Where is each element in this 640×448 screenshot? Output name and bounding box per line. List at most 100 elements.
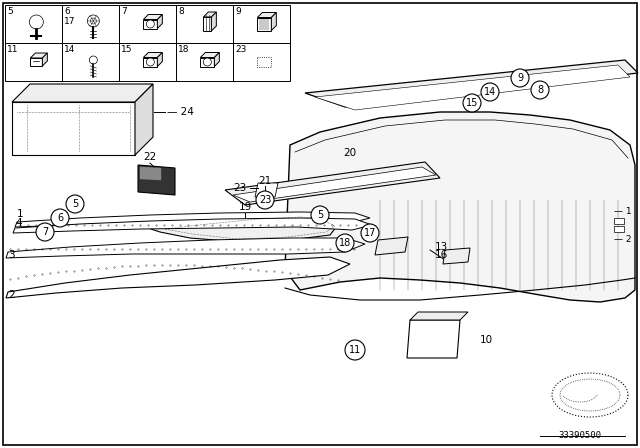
Text: 10: 10: [480, 335, 493, 345]
Text: 21: 21: [259, 176, 271, 186]
Polygon shape: [204, 17, 211, 31]
Text: 11: 11: [349, 345, 361, 355]
Circle shape: [511, 69, 529, 87]
Polygon shape: [30, 53, 47, 58]
Text: 19: 19: [238, 202, 252, 212]
Polygon shape: [233, 167, 436, 202]
Text: — 24: — 24: [167, 107, 194, 117]
Circle shape: [204, 58, 211, 66]
Bar: [62, 43, 119, 81]
Polygon shape: [6, 257, 350, 298]
Circle shape: [531, 81, 549, 99]
Text: 8: 8: [178, 7, 184, 16]
Bar: [614, 226, 624, 232]
Polygon shape: [148, 213, 340, 242]
Text: 14: 14: [64, 45, 76, 54]
Circle shape: [345, 340, 365, 360]
Polygon shape: [225, 162, 440, 205]
Text: 6: 6: [57, 213, 63, 223]
Bar: [233, 5, 290, 43]
Bar: [176, 43, 233, 81]
Text: 18: 18: [339, 238, 351, 248]
Circle shape: [51, 209, 69, 227]
Polygon shape: [143, 57, 157, 66]
Text: — 1: — 1: [614, 207, 632, 216]
Text: 22: 22: [143, 152, 157, 162]
Text: 8: 8: [537, 85, 543, 95]
Text: 9: 9: [235, 7, 241, 16]
Polygon shape: [443, 248, 470, 264]
Polygon shape: [214, 52, 220, 66]
Polygon shape: [211, 12, 216, 31]
Polygon shape: [305, 60, 638, 107]
Text: 3: 3: [8, 250, 15, 260]
Polygon shape: [6, 238, 365, 258]
Circle shape: [147, 20, 154, 28]
Polygon shape: [410, 312, 468, 320]
Bar: [62, 5, 119, 43]
Polygon shape: [285, 112, 635, 302]
Text: 23: 23: [235, 45, 246, 54]
Text: 13: 13: [435, 242, 448, 252]
Bar: [5, 5, 62, 43]
Circle shape: [256, 191, 274, 209]
Text: 7: 7: [42, 227, 48, 237]
Circle shape: [90, 18, 97, 24]
Polygon shape: [157, 52, 163, 66]
Polygon shape: [255, 183, 278, 197]
Circle shape: [87, 15, 99, 27]
Polygon shape: [271, 13, 276, 30]
Polygon shape: [30, 58, 42, 66]
Text: 11: 11: [7, 45, 19, 54]
Text: 1: 1: [17, 209, 24, 219]
Circle shape: [336, 234, 354, 252]
Text: 15: 15: [466, 98, 478, 108]
Circle shape: [90, 56, 97, 64]
Circle shape: [36, 223, 54, 241]
Polygon shape: [143, 20, 157, 29]
Circle shape: [66, 195, 84, 213]
Bar: [119, 5, 176, 43]
Text: — 2: — 2: [614, 235, 632, 244]
Polygon shape: [143, 14, 163, 20]
Text: 23: 23: [234, 183, 247, 193]
Text: 16: 16: [435, 250, 448, 260]
Text: 23: 23: [259, 195, 271, 205]
Circle shape: [147, 58, 154, 66]
Polygon shape: [13, 218, 372, 233]
Bar: [119, 43, 176, 81]
Polygon shape: [135, 84, 153, 155]
Polygon shape: [257, 17, 271, 30]
Circle shape: [29, 15, 44, 29]
Text: 7: 7: [121, 7, 127, 16]
Polygon shape: [15, 212, 370, 227]
Text: 17: 17: [364, 228, 376, 238]
Circle shape: [361, 224, 379, 242]
Polygon shape: [257, 13, 276, 17]
Text: 4: 4: [15, 218, 22, 228]
Circle shape: [311, 206, 329, 224]
Polygon shape: [407, 320, 460, 358]
Text: 2: 2: [8, 290, 15, 300]
Polygon shape: [200, 57, 214, 66]
Text: 5: 5: [7, 7, 13, 16]
Polygon shape: [315, 65, 630, 110]
Text: 18: 18: [178, 45, 189, 54]
Polygon shape: [42, 53, 47, 66]
Polygon shape: [257, 57, 271, 67]
Polygon shape: [138, 165, 175, 195]
Text: 6: 6: [64, 7, 70, 16]
Text: 33390500: 33390500: [559, 431, 602, 440]
Polygon shape: [200, 52, 220, 57]
Polygon shape: [143, 52, 163, 57]
Polygon shape: [375, 237, 408, 255]
Polygon shape: [157, 14, 163, 29]
Bar: [176, 5, 233, 43]
Polygon shape: [204, 12, 216, 17]
Bar: [233, 43, 290, 81]
Polygon shape: [12, 102, 135, 155]
Bar: [614, 218, 624, 224]
Text: 14: 14: [484, 87, 496, 97]
Text: 20: 20: [344, 148, 356, 158]
Text: 9: 9: [517, 73, 523, 83]
